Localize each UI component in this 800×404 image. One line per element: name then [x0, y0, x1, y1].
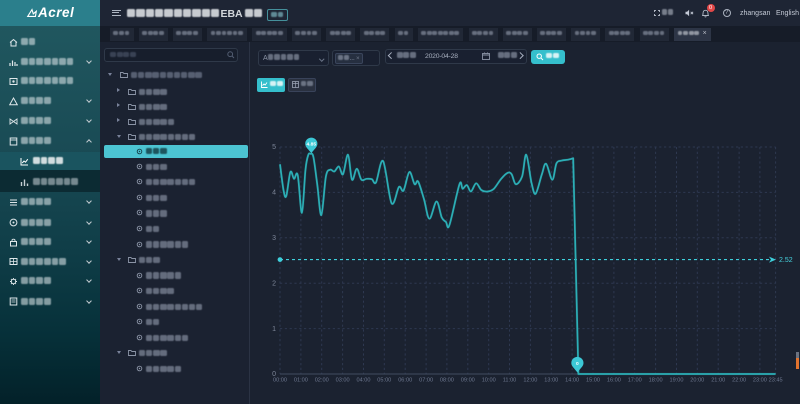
svg-text:07:00: 07:00	[419, 378, 433, 384]
svg-text:3: 3	[272, 235, 276, 242]
svg-text:5: 5	[272, 144, 276, 151]
svg-text:01:00: 01:00	[294, 378, 308, 384]
svg-text:12:00: 12:00	[523, 378, 537, 384]
svg-text:05:00: 05:00	[377, 378, 391, 384]
svg-text:4: 4	[272, 190, 276, 197]
svg-text:21:00: 21:00	[711, 378, 725, 384]
svg-text:11:00: 11:00	[503, 378, 517, 384]
svg-text:14:00: 14:00	[565, 378, 579, 384]
svg-text:1: 1	[272, 326, 276, 333]
svg-text:02:00: 02:00	[315, 378, 329, 384]
svg-text:18:00: 18:00	[649, 378, 663, 384]
svg-text:0: 0	[576, 361, 579, 367]
svg-text:00:00: 00:00	[273, 378, 287, 384]
svg-text:03:00: 03:00	[336, 378, 350, 384]
svg-text:20:00: 20:00	[690, 378, 704, 384]
svg-text:10:00: 10:00	[482, 378, 496, 384]
svg-text:23:00: 23:00	[753, 378, 767, 384]
svg-text:4.85: 4.85	[307, 142, 317, 148]
svg-text:22:00: 22:00	[732, 378, 746, 384]
svg-text:2.52: 2.52	[779, 257, 793, 264]
svg-text:15:00: 15:00	[586, 378, 600, 384]
svg-text:0: 0	[272, 371, 276, 378]
svg-text:09:00: 09:00	[461, 378, 475, 384]
svg-text:04:00: 04:00	[357, 378, 371, 384]
svg-text:08:00: 08:00	[440, 378, 454, 384]
svg-text:17:00: 17:00	[628, 378, 642, 384]
svg-text:16:00: 16:00	[607, 378, 621, 384]
svg-text:19:00: 19:00	[670, 378, 684, 384]
svg-text:2: 2	[272, 280, 276, 287]
svg-text:06:00: 06:00	[398, 378, 412, 384]
svg-text:13:00: 13:00	[544, 378, 558, 384]
svg-text:23:45: 23:45	[769, 378, 783, 384]
